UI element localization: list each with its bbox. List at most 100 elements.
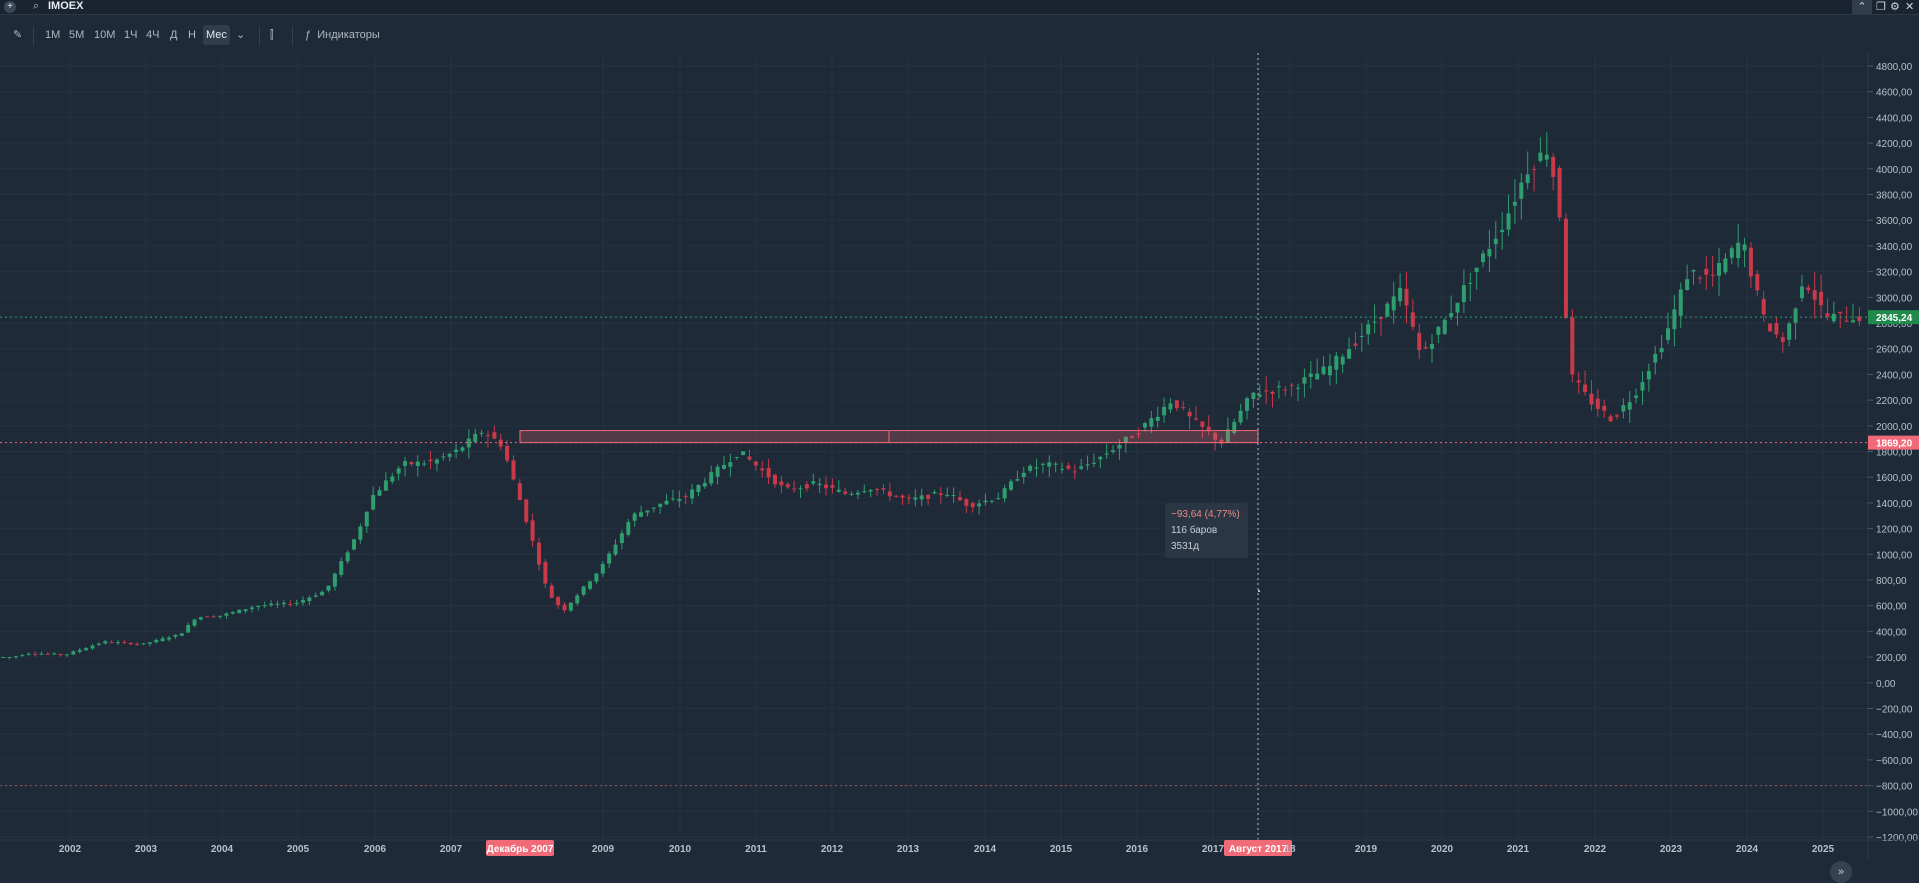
gear-icon[interactable]: ⚙ — [1890, 1, 1900, 13]
candle-body — [179, 633, 184, 636]
candle-body — [1072, 471, 1077, 473]
candle-body — [1481, 253, 1486, 263]
candle-body — [237, 609, 242, 614]
candle-body — [320, 591, 325, 596]
candle-body — [1627, 402, 1632, 410]
candle-body — [64, 654, 69, 656]
candle-body — [1723, 258, 1728, 273]
candles-icon[interactable]: ⫿ — [270, 29, 274, 41]
price-tick-label: 3600,00 — [1876, 216, 1913, 227]
candle-body — [90, 645, 95, 649]
candle-body — [741, 451, 746, 456]
restore-icon[interactable]: ❐ — [1876, 1, 1886, 13]
timeframe-10m[interactable]: 10М — [94, 29, 116, 41]
candle-body — [900, 495, 905, 498]
candle-body — [1493, 238, 1498, 245]
timeframe-month[interactable]: Мес — [203, 25, 230, 45]
toolbar-divider — [259, 27, 260, 45]
candle-body — [1468, 282, 1473, 284]
candle-body — [690, 489, 695, 499]
candle-body — [1621, 405, 1626, 412]
candle-body — [428, 459, 433, 462]
candle-body — [970, 503, 975, 508]
candle-body — [1748, 247, 1753, 277]
candle-body — [33, 653, 38, 655]
scroll-to-realtime-button[interactable]: » — [1830, 861, 1852, 883]
candle-body — [422, 463, 427, 465]
timeframe-day[interactable]: Д — [170, 29, 178, 41]
candle-body — [1544, 154, 1549, 160]
candle-body — [1417, 332, 1422, 351]
candle-body — [103, 641, 108, 644]
timeframe-1m[interactable]: 1М — [45, 29, 61, 41]
candle-body — [619, 533, 624, 544]
timeframe-5m[interactable]: 5М — [69, 29, 85, 41]
chevron-up-icon[interactable]: ⌃ — [1852, 0, 1872, 14]
candle-body — [1276, 386, 1281, 388]
candle-body — [415, 461, 420, 467]
candle-body — [358, 526, 363, 540]
ticker-name[interactable]: IMOEX — [48, 0, 84, 12]
candle-body — [530, 520, 535, 541]
candle-body — [626, 522, 631, 535]
candle-body — [1608, 416, 1613, 422]
candle-body — [696, 484, 701, 493]
candle-body — [224, 613, 229, 616]
candle-body — [1181, 407, 1186, 409]
time-tick-label: 2022 — [1584, 844, 1607, 855]
cursor-price-label: 1869,20 — [1876, 439, 1913, 450]
timeframe-4h[interactable]: 4Ч — [146, 29, 160, 41]
measure-tooltip: −93,64 (4,77%) 116 баров 3531д — [1165, 503, 1248, 558]
candle-body — [524, 499, 529, 522]
candle-body — [1251, 392, 1256, 399]
candle-body — [147, 642, 152, 644]
candle-body — [326, 585, 331, 591]
candle-body — [1111, 450, 1116, 452]
candle-body — [849, 493, 854, 495]
timeframe-week[interactable]: Н — [188, 29, 196, 41]
candle-body — [1225, 429, 1230, 443]
candle-body — [1366, 324, 1371, 335]
candle-body — [332, 573, 337, 587]
candle-body — [45, 653, 50, 655]
candle-body — [600, 563, 605, 574]
close-icon[interactable]: ✕ — [1905, 1, 1915, 13]
search-icon[interactable]: ⌕ — [33, 0, 40, 12]
candle-body — [1806, 287, 1811, 291]
candle-body — [1193, 418, 1198, 420]
timeframe-1h[interactable]: 1Ч — [124, 29, 138, 41]
price-tick-label: 400,00 — [1876, 627, 1907, 638]
plus-icon[interactable]: + — [4, 1, 16, 13]
time-tick-label: 2006 — [364, 844, 387, 855]
candle-body — [1238, 410, 1243, 423]
candle-body — [632, 513, 637, 521]
indicators-button[interactable]: ƒ Индикаторы — [302, 25, 383, 45]
price-chart[interactable]: 4800,00 4600,00 4400,00 4200,00 4000,00 3800,… — [0, 53, 1919, 860]
candle-body — [383, 480, 388, 491]
candle-body — [1685, 279, 1690, 291]
candle-body — [1678, 289, 1683, 316]
price-tick-label: −1200,00 — [1876, 833, 1918, 844]
candle-body — [1053, 463, 1058, 465]
measure-days: 3531д — [1171, 541, 1200, 552]
candle-body — [881, 488, 886, 490]
chart-area[interactable]: 4800,00 4600,00 4400,00 4200,00 4000,00 3800,… — [0, 53, 1919, 883]
candle-body — [492, 432, 497, 439]
chevron-down-icon[interactable]: ⌄ — [236, 29, 246, 41]
time-tick-label: 2021 — [1507, 844, 1530, 855]
candle-body — [1455, 302, 1460, 313]
candle-body — [575, 595, 580, 604]
candle-body — [1130, 436, 1135, 439]
candle-body — [288, 604, 293, 606]
candle-body — [20, 655, 25, 657]
candle-body — [1557, 167, 1562, 218]
candle-body — [13, 656, 18, 658]
candle-body — [709, 472, 714, 484]
candle-body — [919, 495, 924, 500]
candle-body — [1799, 286, 1804, 299]
candle-body — [1595, 398, 1600, 410]
candle-body — [1168, 403, 1173, 410]
time-tick-label: 2019 — [1355, 844, 1378, 855]
pencil-icon[interactable]: ✎ — [13, 29, 23, 41]
candle-body — [1449, 313, 1454, 318]
